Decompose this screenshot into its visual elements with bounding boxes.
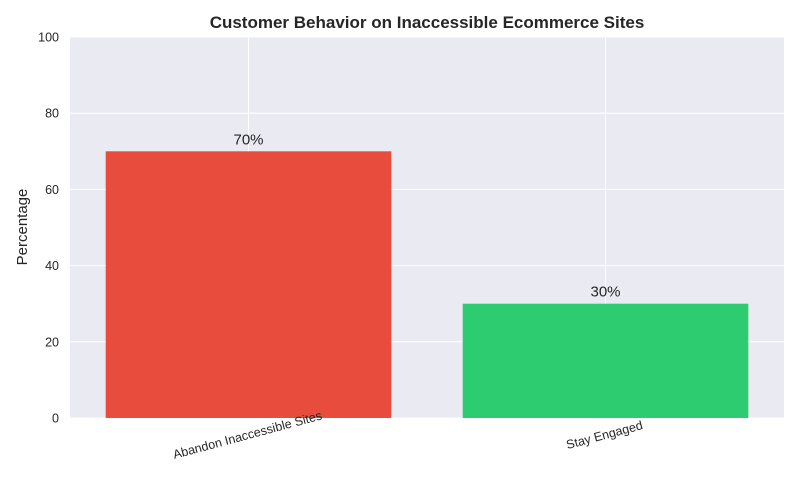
y-tick-label: 40 xyxy=(45,259,59,273)
y-tick-label: 100 xyxy=(38,31,59,45)
y-tick-label: 0 xyxy=(52,412,59,426)
y-axis-ticks: 0 20 40 60 80 100 xyxy=(38,31,59,426)
y-tick-label: 80 xyxy=(45,107,59,121)
y-tick-label: 20 xyxy=(45,335,59,349)
bar xyxy=(105,151,392,419)
bar xyxy=(462,303,749,418)
data-label: 70% xyxy=(233,131,263,148)
y-tick-label: 60 xyxy=(45,183,59,197)
bars xyxy=(105,151,749,419)
x-tick-label: Stay Engaged xyxy=(565,418,645,452)
chart-title: Customer Behavior on Inaccessible Ecomme… xyxy=(210,13,645,32)
y-axis-label: Percentage xyxy=(14,189,31,266)
data-labels: 70% 30% xyxy=(233,131,620,300)
data-label: 30% xyxy=(590,284,620,301)
